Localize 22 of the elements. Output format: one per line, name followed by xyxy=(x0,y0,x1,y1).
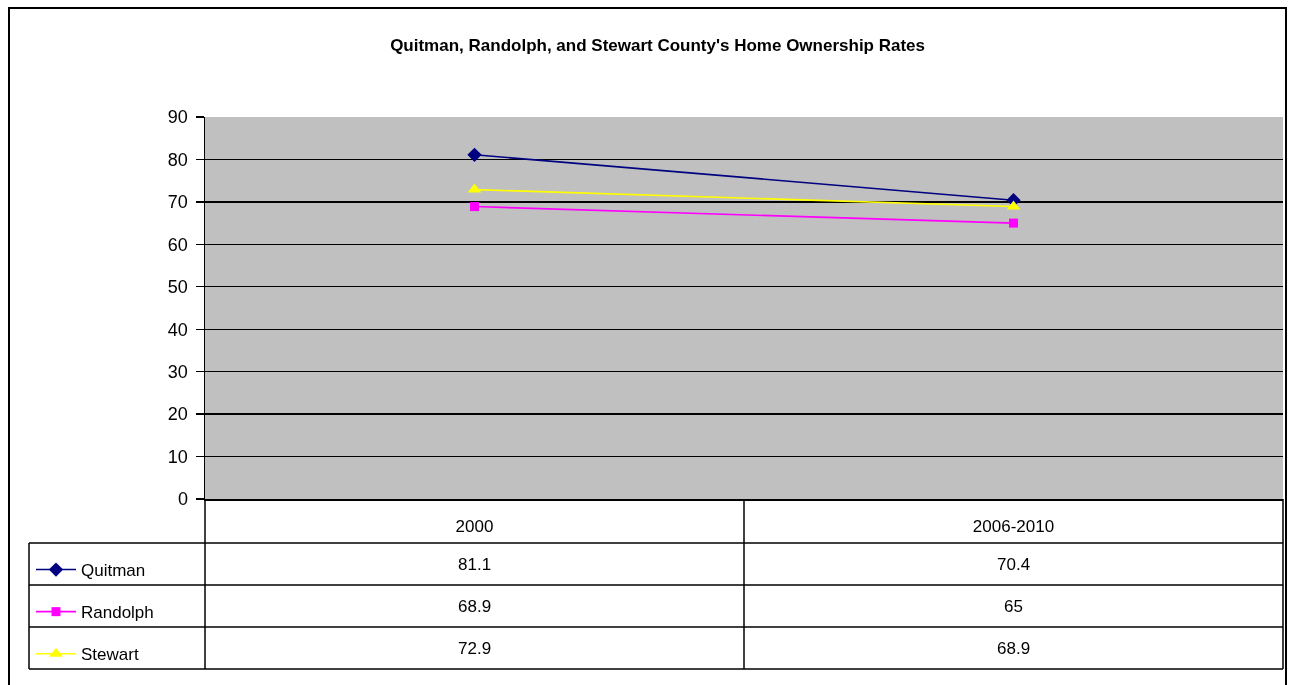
legend-label: Stewart xyxy=(81,645,139,665)
y-tick-label: 80 xyxy=(167,149,188,170)
y-tick-label: 40 xyxy=(167,319,188,340)
data-label: 72.9 xyxy=(458,639,492,658)
data-label: 70.4 xyxy=(997,555,1031,574)
data-label: 68.9 xyxy=(458,597,492,616)
y-tick-label: 70 xyxy=(167,192,188,213)
y-tick-label: 50 xyxy=(167,277,188,298)
data-label: 68.9 xyxy=(997,639,1031,658)
data-label: 65 xyxy=(1004,597,1023,616)
y-tick-label: 10 xyxy=(167,446,188,467)
chart-title: Quitman, Randolph, and Stewart County's Home Ownership Rates xyxy=(390,35,926,55)
y-tick-label: 20 xyxy=(167,404,188,425)
legend-label: Quitman xyxy=(81,561,146,581)
x-tick-label: 2006-2010 xyxy=(972,516,1055,536)
y-tick-label: 90 xyxy=(167,107,188,128)
y-tick-label: 0 xyxy=(177,489,188,510)
y-tick-label: 30 xyxy=(167,361,188,382)
data-label: 81.1 xyxy=(458,555,492,574)
x-tick-label: 2000 xyxy=(455,516,494,536)
y-tick-label: 60 xyxy=(167,234,188,255)
legend-label: Randolph xyxy=(81,603,154,623)
